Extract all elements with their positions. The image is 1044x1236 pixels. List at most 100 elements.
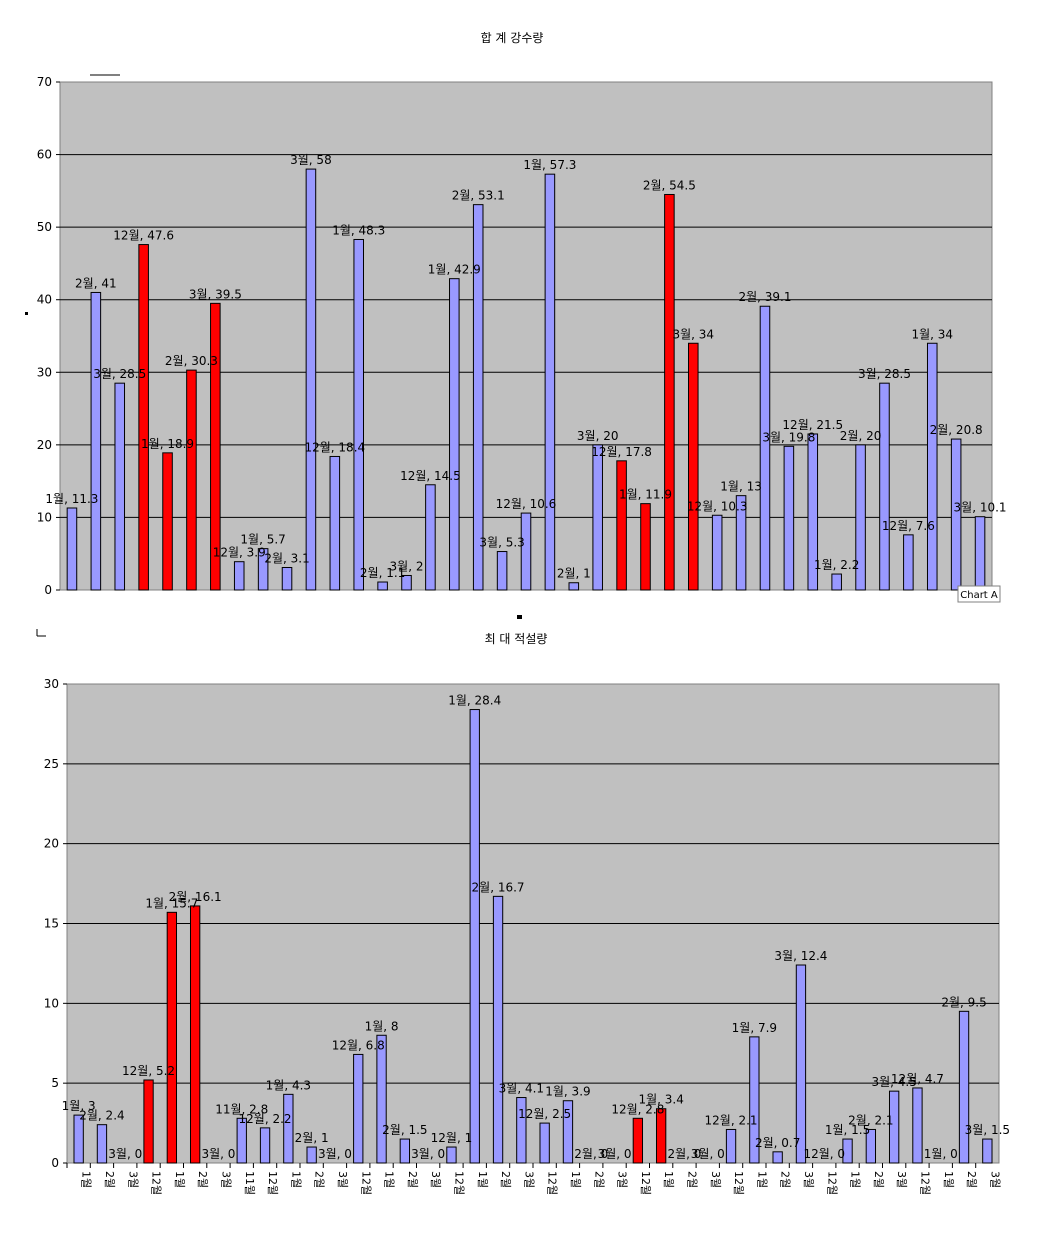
x-category-label: 1월	[173, 1171, 186, 1188]
bar	[96, 1124, 108, 1164]
x-category-label: 12월	[546, 1171, 559, 1195]
x-category-label: 1월	[755, 1171, 768, 1188]
data-label: 2월, 2.4	[79, 1109, 124, 1123]
y-tick-label: 20	[44, 837, 59, 851]
data-label: 1월, 42.9	[428, 263, 481, 277]
data-label: 1월, 4.3	[266, 1078, 311, 1092]
data-label: 3월, 20	[577, 429, 619, 443]
x-category-label: 3월	[522, 1171, 535, 1188]
bar	[377, 581, 388, 591]
x-category-label: 2월	[779, 1171, 792, 1188]
bar	[958, 1010, 970, 1164]
bar	[640, 503, 651, 591]
bar	[544, 173, 556, 591]
chart-max-snow-depth: 최 대 적설량 0 5 10 15 20 25 30 1월, 32월, 2.4 3월, 0 12…	[36, 629, 1010, 1195]
bar	[772, 1151, 783, 1164]
data-label: 1월, 13	[720, 480, 762, 494]
bar	[842, 1138, 853, 1164]
bar	[855, 444, 866, 591]
y-axis-ticks: 0 5 10 15 20 25 30	[44, 677, 67, 1170]
x-category-label: 3월	[802, 1171, 815, 1188]
bar	[655, 1108, 667, 1164]
x-category-label: 1월	[849, 1171, 862, 1188]
data-label: 12월, 10.6	[496, 497, 557, 511]
bar	[783, 445, 795, 591]
bar	[283, 1093, 294, 1164]
data-label: 12월, 2.1	[705, 1113, 758, 1127]
data-label: 12월, 17.8	[591, 445, 652, 459]
bar	[492, 895, 504, 1164]
data-label: 12월, 1	[431, 1131, 473, 1145]
y-tick-label: 40	[37, 293, 52, 307]
selection-handle	[517, 615, 522, 619]
x-category-label: 2월	[499, 1171, 512, 1188]
bar	[903, 534, 914, 591]
x-category-label: 3월	[895, 1171, 908, 1188]
data-label: 2월, 1.5	[382, 1123, 427, 1137]
data-label: 3월, 0	[598, 1147, 632, 1161]
data-label: 12월, 7.6	[882, 519, 935, 533]
data-label: 3월, 0	[201, 1147, 235, 1161]
y-tick-label: 5	[51, 1076, 59, 1090]
y-tick-label: 30	[44, 677, 59, 691]
data-label: 12월, 0	[803, 1147, 845, 1161]
bars	[73, 709, 993, 1164]
data-label: 2월, 53.1	[452, 189, 505, 203]
data-label: 1월, 5.7	[240, 533, 285, 547]
data-label: 3월, 2	[390, 559, 424, 573]
bar	[520, 512, 532, 591]
x-category-label: 2월	[872, 1171, 885, 1188]
bar	[329, 455, 341, 591]
data-label: 2월, 20.8	[930, 423, 983, 437]
x-category-label: 2월	[965, 1171, 978, 1188]
x-category-label: 1월	[942, 1171, 955, 1188]
data-label: 1월, 57.3	[523, 158, 576, 172]
bar	[143, 1079, 154, 1164]
bar	[186, 369, 197, 591]
bar	[982, 1138, 993, 1164]
x-category-label: 3월	[429, 1171, 442, 1188]
bar	[449, 278, 460, 591]
bar	[888, 1090, 900, 1164]
x-category-label: 12월	[150, 1171, 163, 1195]
data-label: 1월, 1.5	[825, 1123, 870, 1137]
bar	[735, 495, 747, 591]
data-label: 3월, 28.5	[858, 367, 911, 381]
x-category-label: 3월	[126, 1171, 139, 1188]
bar	[425, 484, 436, 591]
chart-title: 최 대 적설량	[485, 632, 548, 646]
selection-corner	[36, 629, 46, 637]
bar	[138, 244, 149, 591]
bar	[210, 302, 221, 591]
data-label: 12월, 10.3	[687, 499, 748, 513]
bar	[281, 567, 293, 591]
y-tick-label: 10	[37, 510, 52, 524]
x-category-label: 12월	[825, 1171, 838, 1195]
x-category-label: 3월	[219, 1171, 232, 1188]
x-category-label: 12월	[359, 1171, 372, 1195]
bar	[189, 905, 201, 1164]
y-tick-label: 50	[37, 220, 52, 234]
data-labels: 1월, 11.3 2월, 41 3월, 28.5 12월, 47.6 1월, 18.9 2…	[45, 153, 1006, 581]
y-axis-ticks: 0 10 20 30 40 50 60 70	[37, 75, 60, 597]
x-category-label: 2월	[406, 1171, 419, 1188]
bar	[66, 507, 78, 591]
bar	[257, 548, 269, 591]
bar	[516, 1097, 527, 1164]
bar	[592, 444, 603, 591]
bar	[725, 1128, 737, 1164]
data-label: 12월, 14.5	[400, 469, 461, 483]
data-label: 1월, 11.9	[619, 488, 672, 502]
data-label: 3월, 0	[411, 1147, 445, 1161]
bar	[749, 1036, 760, 1164]
data-label: 1월, 3	[62, 1099, 96, 1113]
x-category-label: 2월	[196, 1171, 209, 1188]
bar	[688, 342, 699, 591]
x-category-label: 3월	[709, 1171, 722, 1188]
x-axis-categories: 1월 2월 3월 12월 1월 2월 3월 11월 12월 1월 2월 3월 12월 1월 2월 3월 12월 1…	[66, 1163, 1001, 1195]
bar	[711, 514, 723, 591]
data-label: 3월, 5.3	[479, 536, 524, 550]
data-label: 12월, 4.7	[891, 1072, 944, 1086]
